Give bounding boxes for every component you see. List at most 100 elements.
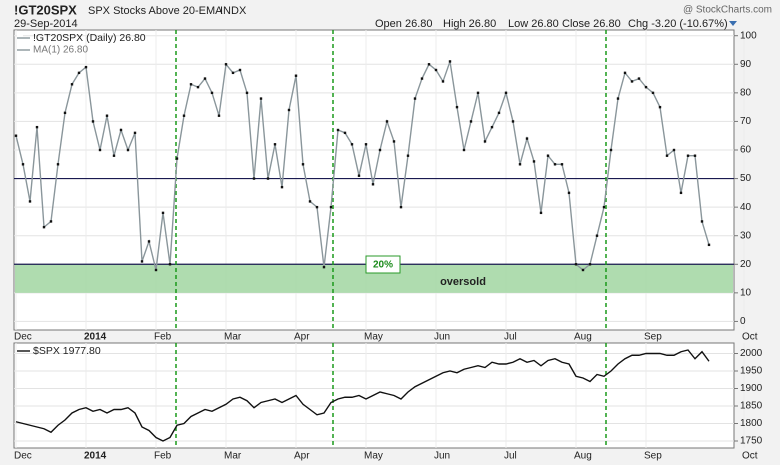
point <box>161 211 165 215</box>
point <box>539 211 543 215</box>
y-tick-label: 2000 <box>740 348 763 359</box>
x-tick-label: 2014 <box>84 451 107 462</box>
point <box>413 97 417 100</box>
point <box>469 120 473 123</box>
point <box>567 191 571 195</box>
point <box>329 205 333 209</box>
point <box>259 97 263 100</box>
point <box>322 265 326 269</box>
point <box>504 91 508 95</box>
point <box>602 205 606 209</box>
point <box>427 63 431 66</box>
point <box>126 148 130 152</box>
point <box>154 268 158 272</box>
point <box>406 154 410 157</box>
description: SPX Stocks Above 20-EMA <box>88 5 223 17</box>
point <box>462 148 466 152</box>
y-tick-label: 40 <box>740 202 752 213</box>
point <box>623 71 627 75</box>
x-tick-label: Feb <box>154 332 172 343</box>
date: 29-Sep-2014 <box>14 18 78 30</box>
point <box>644 85 648 89</box>
point <box>49 220 53 223</box>
quote-item: Chg -3.20 (-10.67%) <box>628 18 728 30</box>
point <box>301 163 305 166</box>
point <box>266 177 270 180</box>
point <box>175 157 179 160</box>
point <box>210 91 214 95</box>
point <box>546 154 550 157</box>
point <box>343 131 347 135</box>
y-tick-label: 1750 <box>740 436 763 447</box>
point <box>35 125 39 129</box>
annotation: 20% <box>373 260 393 271</box>
point <box>630 80 634 83</box>
quote-item: Low 26.80 <box>508 18 559 30</box>
point <box>420 77 424 80</box>
point <box>490 125 494 129</box>
x-tick-label: Oct <box>742 332 758 343</box>
point <box>252 177 256 180</box>
y-tick-label: 0 <box>740 316 746 327</box>
series-line <box>15 349 710 442</box>
x-tick-label: Aug <box>574 332 592 343</box>
point <box>532 160 536 163</box>
legend-entry: !GT20SPX (Daily) 26.80 <box>33 32 146 44</box>
point <box>315 205 319 209</box>
point <box>693 154 697 157</box>
point <box>77 71 81 75</box>
point <box>21 163 25 166</box>
y-tick-label: 20 <box>740 259 752 270</box>
x-tick-label: Dec <box>14 332 32 343</box>
quote-item: Close 26.80 <box>562 18 621 30</box>
point <box>308 200 312 203</box>
y-tick-label: 60 <box>740 145 752 156</box>
point <box>518 163 522 166</box>
point <box>112 154 116 157</box>
point <box>70 83 74 86</box>
point <box>140 260 144 263</box>
point <box>441 80 445 83</box>
y-tick-label: 30 <box>740 230 752 241</box>
point <box>203 77 207 80</box>
x-tick-label: Jul <box>504 451 517 462</box>
x-tick-label: 2014 <box>84 332 107 343</box>
quote-item: Open 26.80 <box>375 18 433 30</box>
point <box>91 120 95 123</box>
x-tick-label: Sep <box>644 332 662 343</box>
y-tick-label: 90 <box>740 59 752 70</box>
x-tick-label: May <box>364 451 383 462</box>
point <box>686 154 690 157</box>
foreground-layer: !GT20SPX SPX Stocks Above 20-EMA INDX @ … <box>14 2 772 461</box>
point <box>168 263 172 266</box>
point <box>483 140 487 143</box>
x-tick-label: Oct <box>742 451 758 462</box>
point <box>224 63 228 66</box>
annotation: oversold <box>440 276 486 288</box>
point <box>287 108 291 112</box>
x-tick-label: Jun <box>434 332 450 343</box>
point <box>588 263 592 266</box>
point <box>609 148 613 152</box>
point <box>511 120 515 123</box>
series-line <box>15 61 710 271</box>
point <box>357 174 361 177</box>
x-tick-label: Dec <box>14 451 32 462</box>
point <box>378 148 382 152</box>
point <box>672 148 676 152</box>
y-tick-label: 1950 <box>740 366 763 377</box>
background-layer <box>13 29 745 449</box>
y-tick-label: 1800 <box>740 418 763 429</box>
x-tick-label: Apr <box>294 332 310 343</box>
point <box>350 143 354 146</box>
point <box>574 263 578 266</box>
point <box>133 131 137 135</box>
point <box>476 91 480 95</box>
point <box>595 234 599 237</box>
point <box>147 240 151 243</box>
dropdown-icon[interactable] <box>729 21 737 26</box>
point <box>196 85 200 89</box>
point <box>455 105 459 109</box>
